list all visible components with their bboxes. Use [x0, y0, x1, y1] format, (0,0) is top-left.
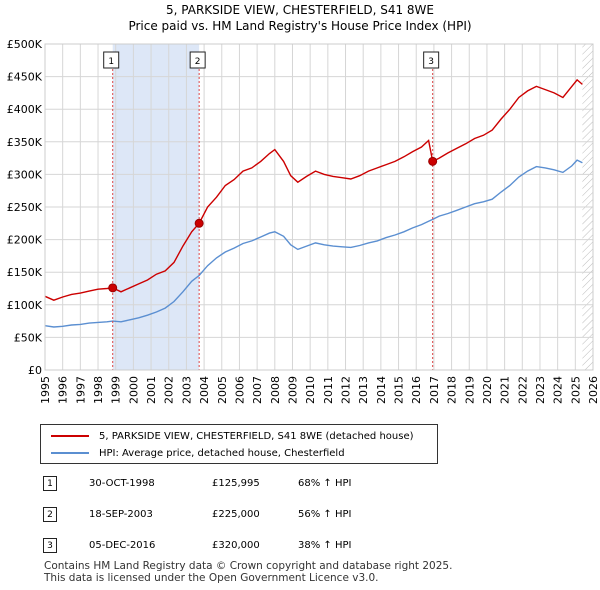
legend-item-property: 5, PARKSIDE VIEW, CHESTERFIELD, S41 8WE … [41, 428, 414, 444]
x-tick-label: 2017 [428, 376, 441, 404]
sale-date: 30-OCT-1998 [89, 478, 155, 489]
sale-hpi-change: 68% ↑ HPI [298, 478, 352, 489]
sale-label-number: 3 [428, 57, 434, 67]
x-tick-label: 1999 [110, 376, 123, 404]
sale-label-number: 2 [195, 57, 201, 67]
x-tick-label: 2025 [569, 376, 582, 404]
y-tick-label: £400K [7, 103, 43, 116]
sale-date: 05-DEC-2016 [89, 540, 156, 551]
x-tick-label: 2000 [127, 376, 140, 404]
legend-swatch-property [51, 435, 89, 437]
chart-title-line1: 5, PARKSIDE VIEW, CHESTERFIELD, S41 8WE [166, 3, 434, 17]
y-tick-label: £150K [7, 266, 43, 279]
sale-label-number: 1 [108, 57, 114, 67]
legend-label-property: 5, PARKSIDE VIEW, CHESTERFIELD, S41 8WE … [99, 430, 414, 442]
x-tick-label: 2018 [446, 376, 459, 404]
y-tick-label: £500K [7, 38, 43, 51]
chart-legend: 5, PARKSIDE VIEW, CHESTERFIELD, S41 8WE … [40, 424, 438, 464]
x-tick-label: 2023 [534, 376, 547, 404]
sale-number-badge: 2 [43, 507, 57, 522]
sale-date: 18-SEP-2003 [89, 509, 153, 520]
sale-row-1: 1 30-OCT-1998 £125,995 68% ↑ HPI [40, 475, 460, 495]
legend-item-hpi: HPI: Average price, detached house, Ches… [41, 445, 345, 461]
footer-copyright: Contains HM Land Registry data © Crown c… [44, 560, 453, 572]
sale-point [194, 218, 204, 228]
sale-number-badge: 3 [43, 538, 57, 553]
price-chart: 1 2 3 1995 1996 1997 1998 1999 2000 2001 2002 2003… [7, 38, 600, 404]
y-tick-label: £350K [7, 136, 43, 149]
sale-row-2: 2 18-SEP-2003 £225,000 56% ↑ HPI [40, 506, 460, 526]
x-tick-label: 2004 [198, 376, 211, 404]
sale-price: £320,000 [212, 540, 260, 551]
x-tick-label: 2002 [163, 376, 176, 404]
x-tick-label: 2011 [322, 376, 335, 404]
plot-frame [44, 43, 594, 371]
y-tick-label: £0 [28, 364, 42, 377]
y-tick-label: £300K [7, 168, 43, 181]
x-tick-label: 1995 [39, 376, 52, 404]
legend-swatch-hpi [51, 452, 89, 454]
y-tick-label: £450K [7, 71, 43, 84]
x-tick-label: 2010 [304, 376, 317, 404]
x-tick-label: 2013 [357, 376, 370, 404]
x-tick-label: 2022 [516, 376, 529, 404]
sale-label-box [423, 51, 440, 69]
x-tick-label: 2015 [393, 376, 406, 404]
sale-number-badge: 1 [43, 476, 57, 491]
x-tick-label: 2014 [375, 376, 388, 404]
legend-label-hpi: HPI: Average price, detached house, Ches… [99, 447, 345, 459]
x-tick-label: 1996 [57, 376, 70, 404]
sale-point [428, 156, 438, 166]
hpi-series-line [44, 159, 583, 328]
y-tick-label: £100K [7, 299, 43, 312]
x-tick-label: 2012 [340, 376, 353, 404]
x-tick-label: 1998 [92, 376, 105, 404]
y-tick-label: £200K [7, 234, 43, 247]
property-series-line [44, 78, 583, 301]
x-tick-label: 2026 [587, 376, 600, 404]
y-tick-label: £250K [7, 201, 43, 214]
x-tick-label: 2005 [216, 376, 229, 404]
x-tick-label: 2024 [552, 376, 565, 404]
x-tick-label: 2009 [286, 376, 299, 404]
sale-hpi-change: 56% ↑ HPI [298, 509, 352, 520]
sale-label-box [103, 51, 120, 69]
sale-price: £125,995 [212, 478, 260, 489]
sale-row-3: 3 05-DEC-2016 £320,000 38% ↑ HPI [40, 537, 460, 557]
x-tick-label: 2001 [145, 376, 158, 404]
x-tick-label: 2008 [269, 376, 282, 404]
sale-point [108, 283, 118, 293]
footer-licence: This data is licensed under the Open Gov… [44, 572, 379, 584]
x-tick-label: 1997 [74, 376, 87, 404]
y-tick-label: £50K [14, 331, 43, 344]
sale-hpi-change: 38% ↑ HPI [298, 540, 352, 551]
x-tick-label: 2019 [463, 376, 476, 404]
x-tick-label: 2021 [499, 376, 512, 404]
x-tick-label: 2020 [481, 376, 494, 404]
sale-price: £225,000 [212, 509, 260, 520]
x-tick-label: 2016 [410, 376, 423, 404]
x-tick-label: 2006 [233, 376, 246, 404]
chart-title-line2: Price paid vs. HM Land Registry's House … [128, 19, 472, 33]
sale-label-box [189, 51, 206, 69]
x-tick-label: 2003 [180, 376, 193, 404]
x-tick-label: 2007 [251, 376, 264, 404]
